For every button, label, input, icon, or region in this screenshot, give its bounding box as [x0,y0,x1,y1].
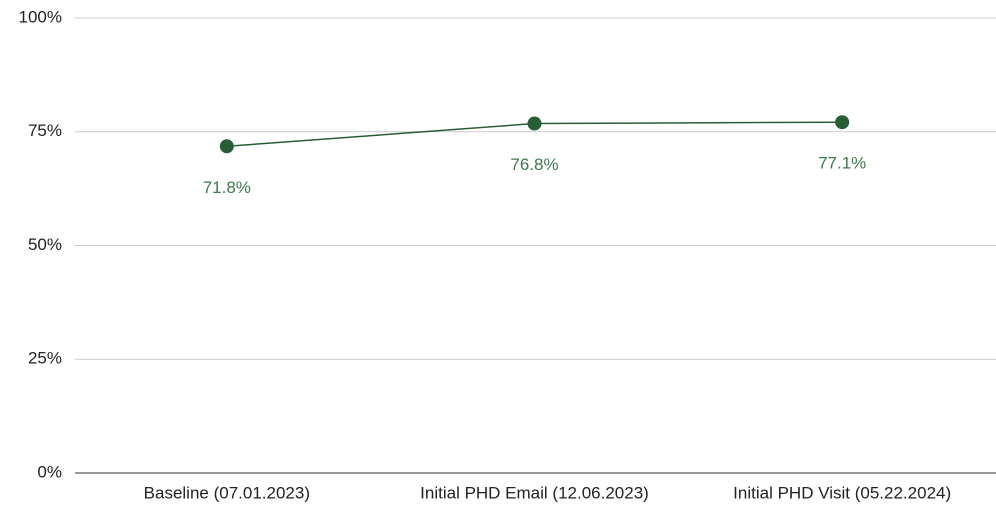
data-label: 71.8% [203,178,251,197]
x-tick-label: Initial PHD Visit (05.22.2024) [733,483,951,502]
data-point [527,116,542,131]
y-tick-label: 50% [28,235,62,254]
y-tick-label: 100% [19,7,62,26]
data-point [835,115,850,130]
y-tick-label: 0% [37,462,62,481]
data-point [219,139,234,154]
y-tick-label: 75% [28,121,62,140]
data-label: 77.1% [818,154,866,173]
x-tick-label: Baseline (07.01.2023) [144,483,310,502]
data-label: 76.8% [510,155,558,174]
y-tick-label: 25% [28,349,62,368]
x-tick-label: Initial PHD Email (12.06.2023) [420,483,649,502]
